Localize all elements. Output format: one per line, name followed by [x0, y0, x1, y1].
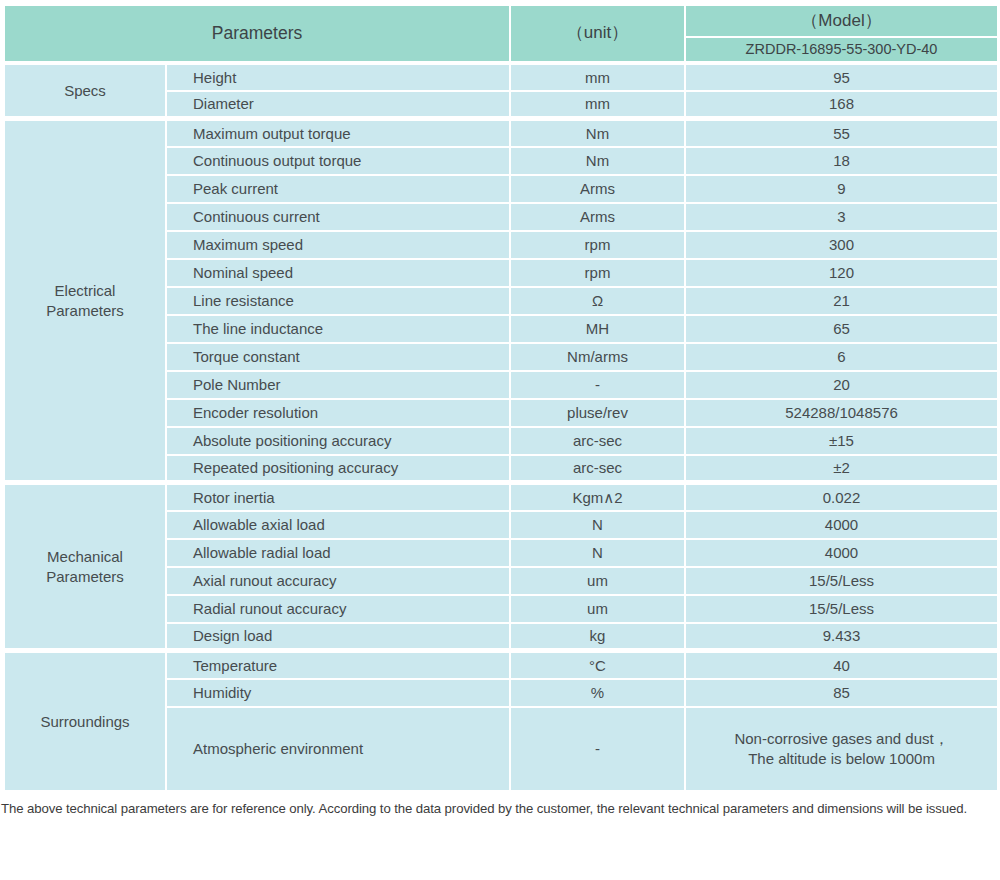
param-name: Axial runout accuracy [166, 567, 510, 595]
model-number: ZRDDR-16895-55-300-YD-40 [685, 37, 998, 63]
param-name: Allowable radial load [166, 539, 510, 567]
param-value: 4000 [685, 511, 998, 539]
param-value: 168 [685, 91, 998, 119]
param-name: Humidity [166, 679, 510, 707]
param-value: 3 [685, 203, 998, 231]
param-unit: Nm [510, 119, 685, 147]
param-name: Allowable axial load [166, 511, 510, 539]
param-unit: rpm [510, 231, 685, 259]
param-name: Continuous output torque [166, 147, 510, 175]
param-value: ±2 [685, 455, 998, 483]
param-value: 6 [685, 343, 998, 371]
param-name: Temperature [166, 651, 510, 679]
param-value: 120 [685, 259, 998, 287]
param-value: 18 [685, 147, 998, 175]
table-row: Surroundings Temperature °C 40 [4, 651, 998, 679]
param-name: Continuous current [166, 203, 510, 231]
param-name: Peak current [166, 175, 510, 203]
param-value: 0.022 [685, 483, 998, 511]
param-name: Height [166, 63, 510, 91]
param-name: Repeated positioning accuracy [166, 455, 510, 483]
param-value: 15/5/Less [685, 567, 998, 595]
param-name: Pole Number [166, 371, 510, 399]
param-value: 65 [685, 315, 998, 343]
param-unit: MH [510, 315, 685, 343]
param-name: Maximum output torque [166, 119, 510, 147]
param-unit: arc-sec [510, 455, 685, 483]
param-unit: - [510, 707, 685, 791]
footnote: The above technical parameters are for r… [0, 801, 1000, 816]
param-unit: Nm/arms [510, 343, 685, 371]
param-unit: um [510, 567, 685, 595]
category-surroundings: Surroundings [4, 651, 166, 791]
param-unit: N [510, 539, 685, 567]
category-mechanical: Mechanical Parameters [4, 483, 166, 651]
param-value: ±15 [685, 427, 998, 455]
param-unit: °C [510, 651, 685, 679]
table-row: Specs Height mm 95 [4, 63, 998, 91]
param-name: Radial runout accuracy [166, 595, 510, 623]
param-unit: - [510, 371, 685, 399]
param-value: Non-corrosive gases and dust， The altitu… [685, 707, 998, 791]
param-value: 524288/1048576 [685, 399, 998, 427]
param-name: Nominal speed [166, 259, 510, 287]
param-value: 40 [685, 651, 998, 679]
param-unit: % [510, 679, 685, 707]
param-value: 9 [685, 175, 998, 203]
param-unit: Arms [510, 175, 685, 203]
param-value: 55 [685, 119, 998, 147]
param-unit: rpm [510, 259, 685, 287]
param-name: Absolute positioning accuracy [166, 427, 510, 455]
param-unit: N [510, 511, 685, 539]
param-name: Maximum speed [166, 231, 510, 259]
param-name: Torque constant [166, 343, 510, 371]
param-value: 21 [685, 287, 998, 315]
param-unit: arc-sec [510, 427, 685, 455]
category-electrical: Electrical Parameters [4, 119, 166, 483]
header-row-1: Parameters （unit） （Model） [4, 5, 998, 37]
param-value: 15/5/Less [685, 595, 998, 623]
param-unit: Ω [510, 287, 685, 315]
param-value: 9.433 [685, 623, 998, 651]
table-row: Electrical Parameters Maximum output tor… [4, 119, 998, 147]
category-specs: Specs [4, 63, 166, 119]
param-name: Encoder resolution [166, 399, 510, 427]
param-value: 95 [685, 63, 998, 91]
param-unit: um [510, 595, 685, 623]
table-row: Mechanical Parameters Rotor inertia Kgm∧… [4, 483, 998, 511]
param-unit: Kgm∧2 [510, 483, 685, 511]
param-name: Rotor inertia [166, 483, 510, 511]
param-value: 4000 [685, 539, 998, 567]
param-value: 85 [685, 679, 998, 707]
param-value: 300 [685, 231, 998, 259]
param-name: Atmospheric environment [166, 707, 510, 791]
param-name: Line resistance [166, 287, 510, 315]
param-name: Diameter [166, 91, 510, 119]
param-unit: Nm [510, 147, 685, 175]
param-value: 20 [685, 371, 998, 399]
parameters-header: Parameters [4, 5, 510, 63]
param-unit: mm [510, 91, 685, 119]
param-unit: kg [510, 623, 685, 651]
param-name: Design load [166, 623, 510, 651]
param-unit: mm [510, 63, 685, 91]
model-header: （Model） [685, 5, 998, 37]
param-unit: pluse/rev [510, 399, 685, 427]
spec-table: Parameters （unit） （Model） ZRDDR-16895-55… [3, 4, 999, 792]
unit-header: （unit） [510, 5, 685, 63]
param-name: The line inductance [166, 315, 510, 343]
param-unit: Arms [510, 203, 685, 231]
